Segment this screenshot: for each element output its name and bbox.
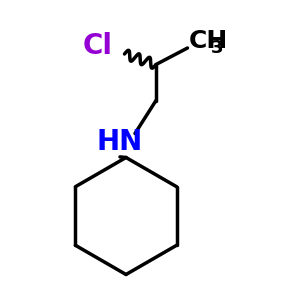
Text: CH: CH — [189, 28, 228, 52]
Text: 3: 3 — [211, 39, 223, 57]
Text: Cl: Cl — [82, 32, 112, 61]
Text: HN: HN — [97, 128, 143, 157]
